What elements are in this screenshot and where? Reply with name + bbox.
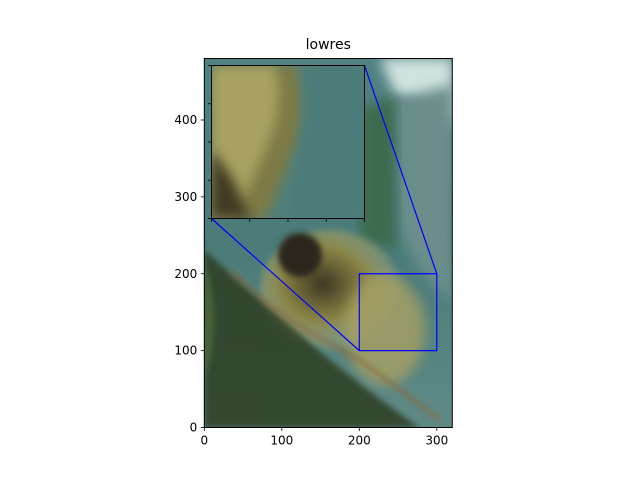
- zoom-indicator: [211, 65, 438, 352]
- axes-frame: [203, 58, 453, 428]
- y-tick-label: 400: [174, 113, 197, 127]
- connector-line: [363, 65, 438, 274]
- x-axis: 0 100 200 300: [200, 427, 448, 448]
- x-tick-label: 100: [270, 434, 293, 448]
- inset-ticks: [208, 65, 365, 222]
- zoom-rectangle: [358, 273, 438, 352]
- x-tick-label: 300: [425, 434, 448, 448]
- x-tick-label: 0: [200, 434, 208, 448]
- y-tick-label: 300: [174, 190, 197, 204]
- y-tick-label: 100: [174, 344, 197, 358]
- inset-image: [211, 65, 365, 219]
- connector-line: [211, 218, 360, 352]
- y-axis: 0 100 200 300 400: [174, 113, 205, 435]
- x-tick-label: 200: [348, 434, 371, 448]
- y-tick-label: 0: [190, 421, 198, 435]
- chart-title: lowres: [306, 37, 351, 53]
- y-tick-label: 200: [174, 267, 197, 281]
